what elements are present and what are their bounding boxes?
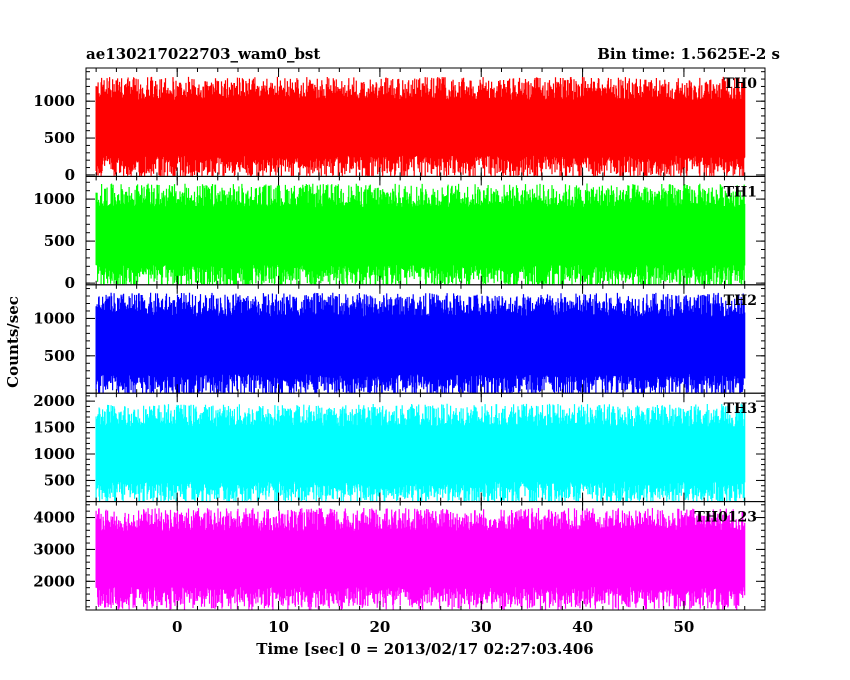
series-th2: [95, 292, 746, 393]
series-th0123: [95, 508, 746, 610]
y-tick-label: 0: [65, 166, 75, 184]
y-tick-label: 1000: [33, 445, 75, 463]
y-tick-label: 4000: [33, 509, 75, 527]
x-tick-label: 30: [471, 618, 492, 636]
panel-th1: 0 500 1000 TH1: [33, 175, 766, 292]
series-th0: [95, 76, 746, 176]
series-th3: [95, 403, 746, 502]
panel-label: TH0: [724, 76, 758, 92]
panel-label: TH3: [724, 401, 757, 417]
x-tick-label: 0: [172, 618, 182, 636]
x-tick-label: 10: [268, 618, 289, 636]
y-tick-label: 1000: [33, 309, 75, 327]
panel-th2: 500 1000 TH2: [33, 284, 766, 394]
y-tick-label: 2000: [33, 392, 75, 410]
y-tick-label: 1500: [33, 419, 75, 437]
x-axis: 0 10 20 30 40 50: [172, 618, 694, 636]
panels-group: 0 500 1000 TH0 0 500 1000 TH1 500 1000 TH2 500 1000 1…: [33, 67, 766, 611]
x-tick-label: 50: [673, 618, 694, 636]
panel-th3: 500 1000 1500 2000 TH3: [33, 392, 766, 503]
y-tick-label: 1000: [33, 190, 75, 208]
series-th1: [95, 183, 746, 285]
panel-th0: 0 500 1000 TH0: [33, 67, 766, 184]
chart-title: ae130217022703_wam0_bst: [86, 45, 320, 63]
y-tick-label: 500: [44, 347, 75, 365]
panel-label: TH2: [724, 293, 757, 309]
y-tick-label: 0: [65, 274, 75, 292]
x-tick-label: 20: [369, 618, 390, 636]
y-tick-label: 1000: [33, 92, 75, 110]
y-tick-label: 3000: [33, 540, 75, 558]
x-tick-label: 40: [572, 618, 593, 636]
y-tick-label: 500: [44, 471, 75, 489]
y-tick-label: 500: [44, 129, 75, 147]
y-tick-label: 2000: [33, 572, 75, 590]
panel-label: TH1: [724, 184, 757, 200]
y-axis-label: Counts/sec: [4, 296, 22, 388]
x-axis-label: Time [sec] 0 = 2013/02/17 02:27:03.406: [256, 640, 593, 658]
y-tick-label: 500: [44, 232, 75, 250]
panel-th0123: 2000 3000 4000 TH0123: [33, 501, 766, 611]
bin-time-label: Bin time: 1.5625E-2 s: [597, 45, 780, 63]
panel-label: TH0123: [694, 510, 757, 526]
